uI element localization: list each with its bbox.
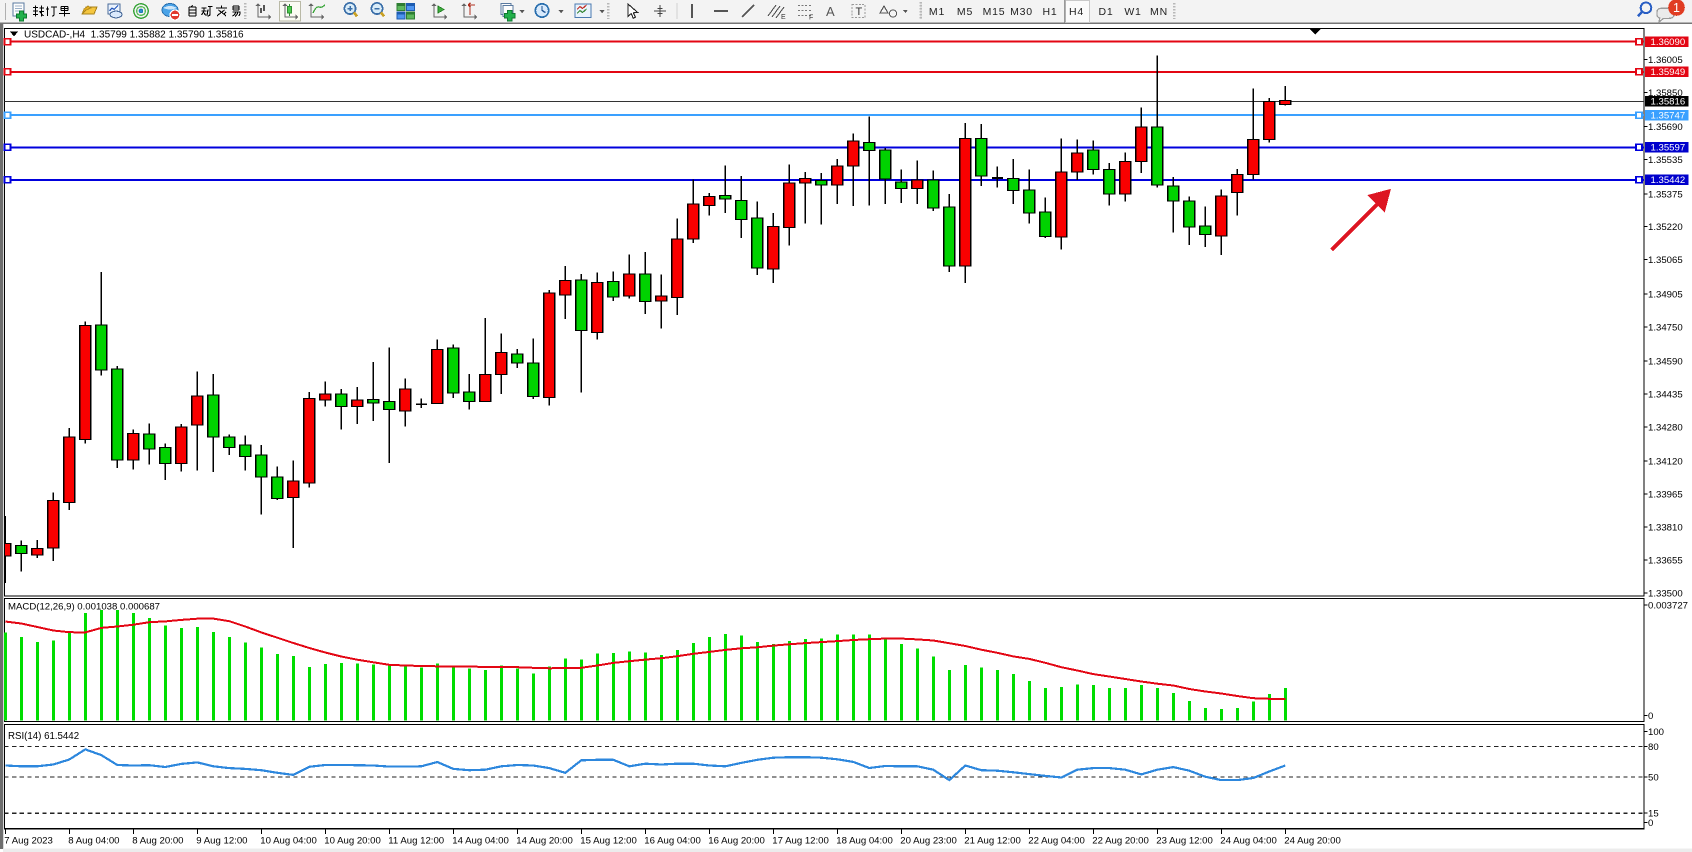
svg-text:USDCAD-,H4 1.35799 1.35882 1.: USDCAD-,H4 1.35799 1.35882 1.35790 1.358… [24, 30, 244, 41]
svg-text:17 Aug 12:00: 17 Aug 12:00 [772, 836, 829, 847]
svg-text:1.35442: 1.35442 [1651, 175, 1686, 186]
svg-text:14 Aug 04:00: 14 Aug 04:00 [452, 836, 509, 847]
svg-text:10 Aug 04:00: 10 Aug 04:00 [260, 836, 317, 847]
svg-text:1.35535: 1.35535 [1648, 155, 1683, 166]
svg-text:1.34435: 1.34435 [1648, 389, 1683, 400]
svg-text:1.35690: 1.35690 [1648, 122, 1683, 133]
svg-text:H4: H4 [1069, 6, 1084, 18]
svg-text:1.35220: 1.35220 [1648, 222, 1683, 233]
svg-text:F: F [809, 15, 813, 22]
svg-text:1.34280: 1.34280 [1648, 422, 1683, 433]
svg-text:A: A [826, 4, 835, 19]
svg-text:D1: D1 [1098, 6, 1113, 18]
svg-text:24 Aug 20:00: 24 Aug 20:00 [1284, 836, 1341, 847]
svg-text:0.003727: 0.003727 [1648, 600, 1688, 611]
svg-text:0: 0 [1648, 711, 1653, 722]
svg-text:M30: M30 [1010, 6, 1033, 18]
svg-text:W1: W1 [1124, 6, 1141, 18]
svg-text:15: 15 [1648, 809, 1659, 820]
svg-text:8 Aug 04:00: 8 Aug 04:00 [68, 836, 119, 847]
svg-text:E: E [781, 14, 786, 21]
svg-text:1.35850: 1.35850 [1648, 88, 1683, 99]
svg-text:1.34905: 1.34905 [1648, 289, 1683, 300]
svg-text:7 Aug 2023: 7 Aug 2023 [4, 836, 53, 847]
svg-text:M5: M5 [957, 6, 973, 18]
svg-text:24 Aug 04:00: 24 Aug 04:00 [1220, 836, 1277, 847]
svg-text:1.35375: 1.35375 [1648, 189, 1683, 200]
svg-text:18 Aug 04:00: 18 Aug 04:00 [836, 836, 893, 847]
svg-text:RSI(14) 61.5442: RSI(14) 61.5442 [8, 731, 79, 742]
svg-text:1.35597: 1.35597 [1651, 143, 1686, 154]
svg-text:1.35949: 1.35949 [1651, 67, 1686, 78]
svg-text:100: 100 [1648, 727, 1664, 738]
svg-text:8 Aug 20:00: 8 Aug 20:00 [132, 836, 183, 847]
svg-text:M15: M15 [983, 6, 1006, 18]
svg-text:MACD(12,26,9) 0.001038 0.00068: MACD(12,26,9) 0.001038 0.000687 [8, 602, 160, 613]
svg-text:0: 0 [1648, 818, 1653, 829]
svg-text:21 Aug 12:00: 21 Aug 12:00 [964, 836, 1021, 847]
svg-text:1.33500: 1.33500 [1648, 588, 1683, 599]
svg-text:1.33965: 1.33965 [1648, 489, 1683, 500]
svg-text:1.36005: 1.36005 [1648, 55, 1683, 66]
svg-text:1.35065: 1.35065 [1648, 255, 1683, 266]
svg-text:T: T [856, 6, 863, 18]
svg-text:1.34590: 1.34590 [1648, 356, 1683, 367]
svg-text:15 Aug 12:00: 15 Aug 12:00 [580, 836, 637, 847]
svg-text:1.34120: 1.34120 [1648, 456, 1683, 467]
svg-text:M1: M1 [929, 6, 945, 18]
svg-text:10 Aug 20:00: 10 Aug 20:00 [324, 836, 381, 847]
svg-text:1.33810: 1.33810 [1648, 522, 1683, 533]
svg-text:20 Aug 23:00: 20 Aug 23:00 [900, 836, 957, 847]
svg-text:80: 80 [1648, 742, 1659, 753]
svg-text:1: 1 [1673, 1, 1680, 15]
svg-text:22 Aug 04:00: 22 Aug 04:00 [1028, 836, 1085, 847]
svg-text:11 Aug 12:00: 11 Aug 12:00 [388, 836, 444, 847]
svg-text:1.33655: 1.33655 [1648, 555, 1683, 566]
svg-text:H1: H1 [1042, 6, 1057, 18]
svg-text:1.34750: 1.34750 [1648, 322, 1683, 333]
svg-text:1.35816: 1.35816 [1651, 97, 1686, 108]
svg-text:14 Aug 20:00: 14 Aug 20:00 [516, 836, 573, 847]
svg-text:MN: MN [1150, 6, 1168, 18]
svg-text:1.36090: 1.36090 [1651, 37, 1686, 48]
svg-text:16 Aug 20:00: 16 Aug 20:00 [708, 836, 765, 847]
svg-text:23 Aug 12:00: 23 Aug 12:00 [1156, 836, 1213, 847]
svg-text:9 Aug 12:00: 9 Aug 12:00 [196, 836, 247, 847]
svg-text:50: 50 [1648, 772, 1659, 783]
svg-text:16 Aug 04:00: 16 Aug 04:00 [644, 836, 701, 847]
svg-text:22 Aug 20:00: 22 Aug 20:00 [1092, 836, 1149, 847]
svg-text:1.35747: 1.35747 [1651, 111, 1686, 122]
